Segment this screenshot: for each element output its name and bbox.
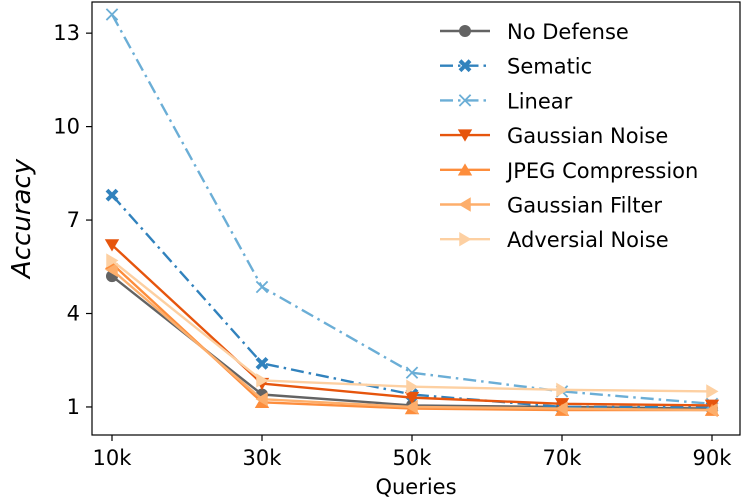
point-adversial-noise-30k (256, 373, 269, 388)
series-line-sematic (111, 194, 712, 409)
series-gaussian-filter (105, 262, 718, 418)
point-gaussian-filter-50k (405, 399, 418, 415)
point-adversial-noise-50k (406, 379, 419, 394)
legend-label-gaussian-noise: Gaussian Noise (507, 124, 668, 148)
point-linear-30k (255, 280, 269, 294)
y-tick-label-4: 4 (67, 302, 80, 326)
x-tick-label-90k: 90k (693, 446, 733, 470)
legend-label-jpeg-compression: JPEG Compression (505, 159, 698, 183)
x-tick-label-10k: 10k (93, 446, 133, 470)
legend-label-gaussian-filter: Gaussian Filter (507, 194, 662, 218)
legend-label-linear: Linear (507, 89, 573, 113)
legend-item-adversial-noise: Adversial Noise (440, 228, 669, 252)
x-tick-label-70k: 70k (543, 446, 583, 470)
y-axis-label: Accuracy (7, 158, 37, 280)
legend-item-jpeg-compression: JPEG Compression (440, 159, 698, 183)
series-line-linear (110, 13, 713, 406)
legend-label-sematic: Sematic (507, 55, 592, 79)
legend-item-no-defense: No Defense (440, 20, 629, 44)
legend-marker-linear (458, 94, 472, 107)
legend: No Defense Sematic Linear Gaussian Noise JPE… (440, 20, 698, 252)
series-sematic (105, 188, 719, 414)
plot-area (104, 8, 720, 418)
legend-label-adversial-noise: Adversial Noise (507, 228, 669, 252)
point-gaussian-filter-10k (105, 262, 118, 278)
point-gaussian-filter-90k (705, 402, 718, 418)
legend-item-linear: Linear (440, 89, 573, 113)
point-sematic-10k (105, 188, 119, 202)
point-gaussian-filter-30k (255, 391, 268, 407)
y-tick-label-13: 13 (53, 21, 80, 45)
point-linear-50k (405, 366, 419, 379)
legend-item-gaussian-noise: Gaussian Noise (440, 124, 668, 148)
point-gaussian-noise-10k (104, 239, 120, 252)
legend-marker-jpeg-compression (457, 163, 473, 176)
x-tick-label-50k: 50k (393, 446, 433, 470)
point-gaussian-filter-70k (555, 401, 568, 416)
y-tick-label-7: 7 (67, 208, 80, 232)
legend-marker-adversial-noise (459, 232, 472, 247)
legend-item-sematic: Sematic (440, 55, 592, 79)
legend-marker-sematic (458, 59, 472, 73)
legend-marker-gaussian-noise (457, 129, 473, 142)
series-adversial-noise (106, 253, 719, 399)
series-line-gaussian-noise (111, 244, 713, 407)
legend-marker-no-defense (459, 25, 471, 37)
legend-label-no-defense: No Defense (507, 20, 629, 44)
x-tick-label-30k: 30k (243, 446, 283, 470)
point-adversial-noise-10k (106, 253, 119, 268)
axes: 10k 30k 50k 70k 90k 1 4 7 10 13 (53, 1, 741, 470)
point-gaussian-noise-50k (404, 391, 420, 405)
point-linear-10k (105, 8, 119, 21)
point-sematic-30k (255, 356, 269, 370)
x-axis-label: Queries (375, 475, 456, 499)
point-adversial-noise-70k (556, 382, 569, 398)
y-tick-label-10: 10 (53, 115, 80, 139)
point-adversial-noise-90k (706, 384, 719, 399)
legend-item-gaussian-filter: Gaussian Filter (440, 194, 662, 218)
legend-marker-gaussian-filter (458, 197, 471, 212)
y-tick-label-1: 1 (67, 395, 80, 419)
plot-frame (91, 1, 741, 436)
